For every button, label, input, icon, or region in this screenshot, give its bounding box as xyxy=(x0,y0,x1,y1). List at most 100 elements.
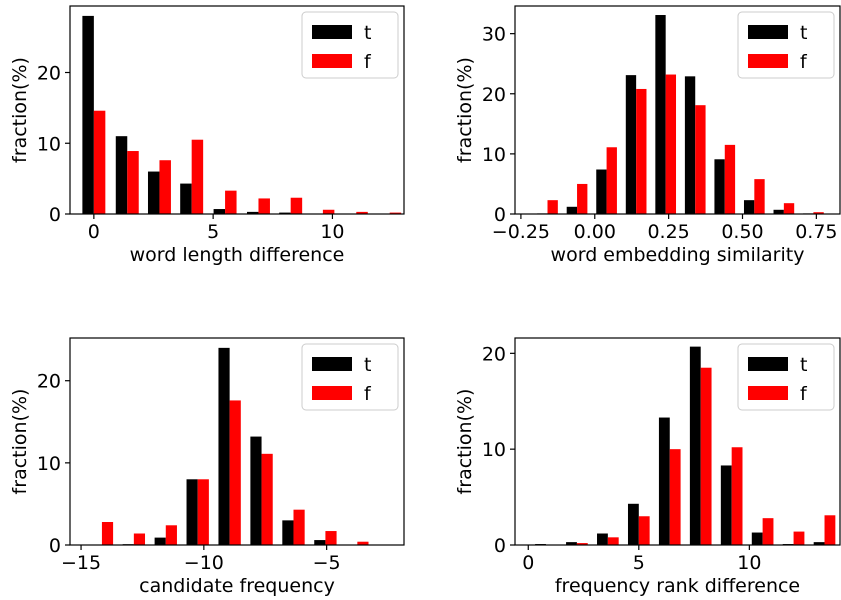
y-axis-label: fraction(%) xyxy=(454,57,476,163)
y-tick-label: 10 xyxy=(482,144,506,166)
bar-t-5 xyxy=(655,15,666,214)
bar-f-7 xyxy=(290,197,303,214)
bar-t-4 xyxy=(180,183,192,214)
bar-f-8 xyxy=(325,531,337,545)
x-tick-label: 10 xyxy=(320,221,344,243)
bar-t-1 xyxy=(82,15,94,215)
bar-f-2 xyxy=(576,543,588,545)
x-tick-label: −5 xyxy=(313,552,341,574)
bar-t-3 xyxy=(147,171,160,214)
bar-t-6 xyxy=(689,346,701,546)
bar-f-5 xyxy=(225,190,237,214)
bar-f-1 xyxy=(547,200,558,214)
bar-f-2 xyxy=(133,533,146,545)
legend-label-f: f xyxy=(364,51,372,73)
x-tick-label: 0.25 xyxy=(647,221,689,243)
bar-f-1 xyxy=(101,522,114,545)
bar-t-4 xyxy=(186,479,198,545)
legend-label-f: f xyxy=(800,51,808,73)
bar-f-8 xyxy=(762,518,774,545)
y-tick-label: 0 xyxy=(494,535,506,557)
x-axis-label: frequency rank difference xyxy=(555,575,800,597)
bar-f-3 xyxy=(159,160,171,214)
y-tick-label: 0 xyxy=(49,535,61,557)
x-tick-label: −10 xyxy=(184,552,224,574)
legend-swatch-f xyxy=(748,386,788,400)
legend-swatch-f xyxy=(312,54,352,68)
bar-t-7 xyxy=(714,159,725,214)
y-tick-label: 20 xyxy=(482,84,506,106)
x-tick-label: −0.25 xyxy=(492,221,550,243)
bar-t-2 xyxy=(566,206,578,214)
y-tick-label: 10 xyxy=(37,133,61,155)
legend-box xyxy=(301,343,399,411)
bar-f-9 xyxy=(793,531,805,545)
x-tick-label: 0.50 xyxy=(721,221,763,243)
bar-t-2 xyxy=(115,136,128,214)
bar-f-5 xyxy=(669,449,681,545)
bar-f-10 xyxy=(813,212,824,214)
x-axis-label: word length difference xyxy=(130,244,345,266)
legend: tf xyxy=(301,343,399,411)
x-tick-label: 0.75 xyxy=(795,221,837,243)
bar-f-3 xyxy=(606,147,617,214)
legend-label-t: t xyxy=(364,22,371,44)
y-tick-label: 20 xyxy=(37,63,61,85)
legend-label-f: f xyxy=(800,383,808,405)
legend-box xyxy=(301,11,399,79)
y-axis-label: fraction(%) xyxy=(9,389,31,495)
bar-f-4 xyxy=(636,88,647,214)
bar-f-6 xyxy=(695,105,706,214)
bar-f-5 xyxy=(229,400,241,545)
bar-f-10 xyxy=(824,515,836,545)
x-tick-label: 5 xyxy=(633,552,645,574)
legend-label-t: t xyxy=(800,22,807,44)
x-tick-label: −15 xyxy=(61,552,101,574)
plot-frame xyxy=(514,5,841,215)
bar-t-7 xyxy=(279,212,291,214)
bar-f-6 xyxy=(700,367,712,545)
bar-f-6 xyxy=(261,453,273,545)
bar-f-9 xyxy=(357,541,369,545)
bar-f-1 xyxy=(93,110,106,214)
bar-t-6 xyxy=(684,76,696,214)
legend-box xyxy=(737,11,835,79)
legend-swatch-t xyxy=(748,357,788,371)
bar-f-4 xyxy=(638,516,650,545)
bar-t-6 xyxy=(250,436,262,545)
legend: tf xyxy=(301,11,399,79)
bar-f-7 xyxy=(731,447,743,545)
x-tick-label: 5 xyxy=(207,221,219,243)
bar-f-2 xyxy=(127,151,139,214)
bar-f-9 xyxy=(783,203,795,214)
legend-swatch-f xyxy=(312,386,352,400)
bar-f-9 xyxy=(356,211,368,214)
x-axis-label: candidate frequency xyxy=(139,575,335,597)
y-tick-label: 20 xyxy=(37,371,61,393)
bar-f-4 xyxy=(191,139,204,214)
y-tick-label: 10 xyxy=(37,453,61,475)
bar-t-5 xyxy=(213,209,226,214)
bar-t-2 xyxy=(566,542,577,546)
legend-swatch-f xyxy=(748,54,788,68)
x-tick-label: 0 xyxy=(88,221,100,243)
plot-frame xyxy=(69,337,405,546)
bar-t-10 xyxy=(813,542,825,546)
y-tick-label: 0 xyxy=(49,204,61,226)
x-axis-label: word embedding similarity xyxy=(551,244,805,266)
legend-label-t: t xyxy=(364,354,371,376)
bar-t-4 xyxy=(625,75,637,214)
bar-f-8 xyxy=(322,209,335,214)
bar-t-7 xyxy=(720,465,732,545)
legend-swatch-t xyxy=(312,25,352,39)
bar-t-8 xyxy=(743,200,755,214)
bar-f-2 xyxy=(577,183,588,214)
legend: tf xyxy=(737,343,835,411)
bar-t-3 xyxy=(597,533,608,545)
bar-f-3 xyxy=(165,525,177,545)
bar-t-6 xyxy=(246,211,259,214)
bar-t-8 xyxy=(314,540,326,545)
